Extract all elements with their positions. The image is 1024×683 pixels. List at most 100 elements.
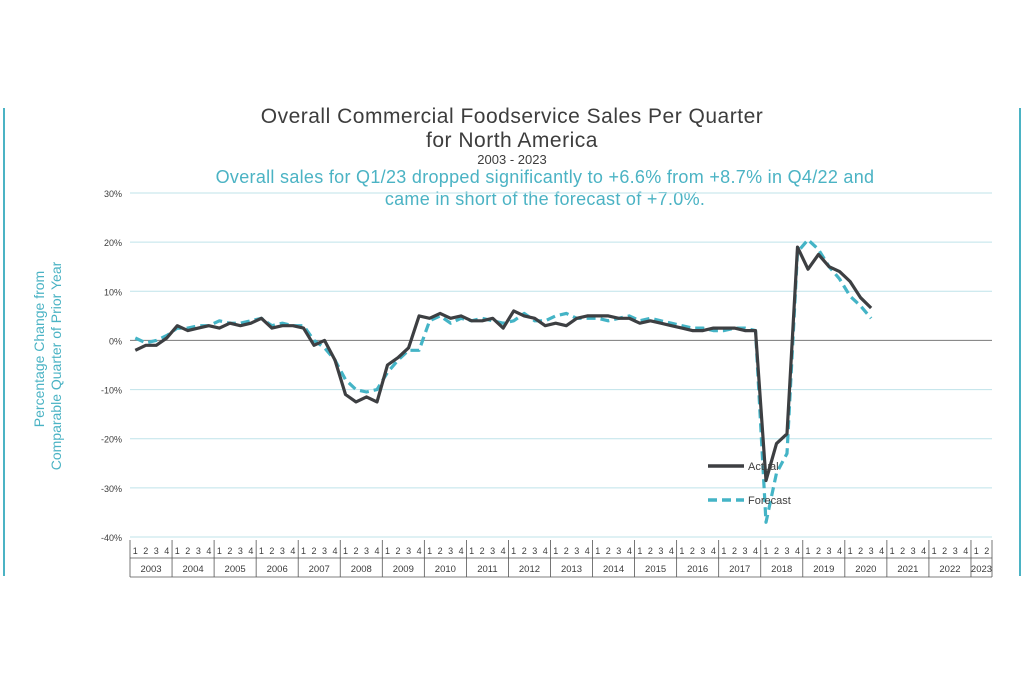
quarter-tick-label: 1 xyxy=(385,546,390,556)
quarter-tick-label: 2 xyxy=(311,546,316,556)
year-tick-label: 2009 xyxy=(393,564,414,575)
quarter-tick-label: 3 xyxy=(322,546,327,556)
quarter-tick-label: 2 xyxy=(690,546,695,556)
chart-title-line2: for North America xyxy=(426,129,598,152)
year-tick-label: 2005 xyxy=(225,564,246,575)
left-frame-line xyxy=(3,108,5,576)
year-tick-label: 2020 xyxy=(855,564,876,575)
quarter-tick-label: 1 xyxy=(553,546,558,556)
year-tick-label: 2017 xyxy=(729,564,750,575)
quarter-tick-label: 4 xyxy=(795,546,800,556)
quarter-tick-label: 2 xyxy=(522,546,527,556)
y-axis-label-line1: Percentage Change from xyxy=(31,271,47,427)
quarter-tick-label: 1 xyxy=(721,546,726,556)
year-tick-label: 2007 xyxy=(309,564,330,575)
quarter-tick-label: 1 xyxy=(974,546,979,556)
quarter-tick-label: 4 xyxy=(417,546,422,556)
quarter-tick-label: 3 xyxy=(196,546,201,556)
quarter-tick-label: 2 xyxy=(396,546,401,556)
quarter-tick-label: 3 xyxy=(827,546,832,556)
quarter-tick-label: 2 xyxy=(438,546,443,556)
quarter-tick-label: 3 xyxy=(700,546,705,556)
quarter-tick-label: 3 xyxy=(532,546,537,556)
quarter-tick-label: 3 xyxy=(785,546,790,556)
quarter-tick-label: 4 xyxy=(375,546,380,556)
quarter-tick-label: 3 xyxy=(953,546,958,556)
year-tick-label: 2016 xyxy=(687,564,708,575)
quarter-tick-label: 4 xyxy=(753,546,758,556)
y-tick-label: -10% xyxy=(101,386,122,396)
quarter-tick-label: 1 xyxy=(133,546,138,556)
quarter-tick-label: 1 xyxy=(595,546,600,556)
chart-title: Overall Commercial Foodservice Sales Per… xyxy=(260,105,764,128)
legend-actual-label: Actual xyxy=(748,461,779,473)
quarter-tick-label: 1 xyxy=(259,546,264,556)
quarter-tick-label: 2 xyxy=(816,546,821,556)
quarter-tick-label: 3 xyxy=(154,546,159,556)
year-tick-label: 2013 xyxy=(561,564,582,575)
quarter-tick-label: 4 xyxy=(837,546,842,556)
quarter-tick-label: 1 xyxy=(175,546,180,556)
quarter-tick-label: 4 xyxy=(543,546,548,556)
quarter-tick-label: 3 xyxy=(406,546,411,556)
quarter-tick-label: 4 xyxy=(459,546,464,556)
quarter-tick-label: 1 xyxy=(763,546,768,556)
legend: Actual Forecast xyxy=(708,461,791,507)
quarter-tick-label: 1 xyxy=(469,546,474,556)
quarter-tick-label: 2 xyxy=(564,546,569,556)
quarter-tick-label: 4 xyxy=(963,546,968,556)
quarter-tick-label: 4 xyxy=(879,546,884,556)
y-tick-label: -30% xyxy=(101,484,122,494)
series-actual-line xyxy=(134,245,873,483)
quarter-tick-label: 4 xyxy=(669,546,674,556)
quarter-tick-label: 3 xyxy=(280,546,285,556)
year-tick-label: 2023 xyxy=(971,564,992,575)
year-tick-label: 2008 xyxy=(351,564,372,575)
quarter-tick-label: 4 xyxy=(585,546,590,556)
year-tick-label: 2018 xyxy=(771,564,792,575)
quarter-tick-label: 2 xyxy=(774,546,779,556)
quarter-tick-label: 3 xyxy=(616,546,621,556)
quarter-tick-label: 2 xyxy=(480,546,485,556)
quarter-tick-label: 2 xyxy=(227,546,232,556)
year-tick-label: 2006 xyxy=(267,564,288,575)
chart-subtitle: 2003 - 2023 xyxy=(477,152,547,167)
quarter-tick-label: 1 xyxy=(343,546,348,556)
quarter-tick-label: 4 xyxy=(164,546,169,556)
series-layer xyxy=(134,238,873,524)
quarter-tick-label: 4 xyxy=(248,546,253,556)
year-tick-label: 2015 xyxy=(645,564,666,575)
quarter-tick-label: 3 xyxy=(574,546,579,556)
quarter-tick-label: 4 xyxy=(921,546,926,556)
y-tick-label: 20% xyxy=(104,238,122,248)
quarter-tick-label: 1 xyxy=(427,546,432,556)
year-tick-label: 2014 xyxy=(603,564,624,575)
quarter-tick-label: 2 xyxy=(143,546,148,556)
quarter-tick-label: 1 xyxy=(890,546,895,556)
year-tick-label: 2004 xyxy=(183,564,204,575)
quarter-tick-label: 4 xyxy=(206,546,211,556)
y-axis-label-line2: Comparable Quarter of Prior Year xyxy=(48,261,64,470)
quarter-tick-label: 2 xyxy=(185,546,190,556)
quarter-tick-label: 3 xyxy=(869,546,874,556)
quarter-tick-label: 1 xyxy=(511,546,516,556)
quarter-tick-label: 3 xyxy=(448,546,453,556)
y-tick-label: 30% xyxy=(104,189,122,199)
quarter-tick-label: 3 xyxy=(911,546,916,556)
year-tick-label: 2019 xyxy=(813,564,834,575)
quarter-tick-label: 4 xyxy=(501,546,506,556)
quarter-tick-label: 1 xyxy=(679,546,684,556)
y-tick-label: 10% xyxy=(104,287,122,297)
quarter-tick-label: 3 xyxy=(742,546,747,556)
quarter-tick-label: 4 xyxy=(711,546,716,556)
year-tick-label: 2003 xyxy=(140,564,161,575)
quarter-tick-label: 3 xyxy=(238,546,243,556)
quarter-tick-label: 3 xyxy=(364,546,369,556)
y-tick-label: -40% xyxy=(101,533,122,543)
quarter-tick-label: 1 xyxy=(301,546,306,556)
chart-annotation-line1: Overall sales for Q1/23 dropped signific… xyxy=(215,167,875,187)
quarter-tick-label: 4 xyxy=(290,546,295,556)
quarter-tick-label: 1 xyxy=(848,546,853,556)
series-forecast-line xyxy=(134,238,873,524)
